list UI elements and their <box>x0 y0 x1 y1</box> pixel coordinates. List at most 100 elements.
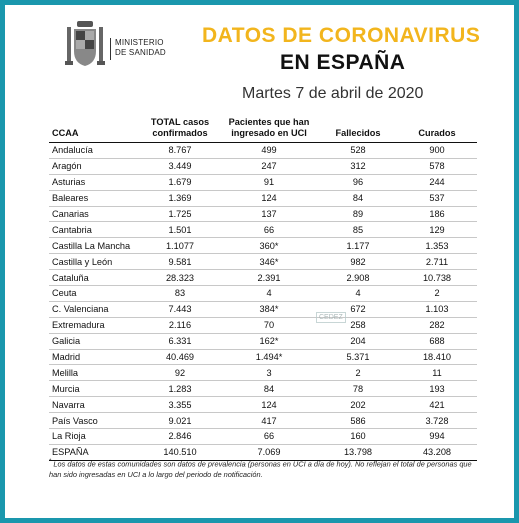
value-cell: 282 <box>397 317 477 334</box>
value-cell: 1.369 <box>141 190 219 207</box>
table-row: Navarra 3.355 124 202 421 <box>49 396 477 414</box>
region-cell: Asturias <box>49 174 141 191</box>
cases-table: CCAA TOTAL casos confirmados Pacientes q… <box>49 117 477 461</box>
table-row: Baleares 1.369 124 84 537 <box>49 190 477 207</box>
value-cell: 2.391 <box>219 269 319 287</box>
value-cell: 9.581 <box>141 253 219 271</box>
column-header: Fallecidos <box>319 117 397 143</box>
value-cell: 96 <box>319 174 397 191</box>
table-row: Ceuta 83 4 4 2 <box>49 285 477 302</box>
value-cell: 3.449 <box>141 158 219 175</box>
value-cell: 1.494* <box>219 349 319 366</box>
column-header: TOTAL casos confirmados <box>141 117 219 143</box>
value-cell: 129 <box>397 221 477 239</box>
value-cell: 537 <box>397 190 477 207</box>
table-row: Melilla 92 3 2 11 <box>49 364 477 382</box>
table-row: La Rioja 2.846 66 160 994 <box>49 428 477 445</box>
table-header-row: CCAA TOTAL casos confirmados Pacientes q… <box>49 117 477 143</box>
value-cell: 499 <box>219 142 319 159</box>
table-total-row: ESPAÑA 140.510 7.069 13.798 43.208 <box>49 443 477 461</box>
column-header: Pacientes que han ingresado en UCI <box>219 117 319 143</box>
value-cell: 8.767 <box>141 142 219 159</box>
value-cell: 18.410 <box>397 349 477 366</box>
value-cell: 78 <box>319 380 397 398</box>
value-cell: 900 <box>397 142 477 159</box>
table-row: Andalucía 8.767 499 528 900 <box>49 142 477 159</box>
value-cell: 2 <box>319 364 397 382</box>
table-row: Extremadura 2.116 70 258 282 <box>49 317 477 334</box>
region-cell: Baleares <box>49 190 141 207</box>
table-row: Castilla La Mancha 1.1077 360* 1.177 1.353 <box>49 237 477 255</box>
value-cell: 421 <box>397 396 477 414</box>
value-cell: 2.846 <box>141 428 219 445</box>
value-cell: 162* <box>219 333 319 350</box>
value-cell: 70 <box>219 317 319 334</box>
value-cell: 92 <box>141 364 219 382</box>
table-row: Cantabria 1.501 66 85 129 <box>49 221 477 239</box>
ministry-line-1: MINISTERIO <box>115 38 164 47</box>
value-cell: 982 <box>319 253 397 271</box>
value-cell: 1.1077 <box>141 237 219 255</box>
value-cell: 40.469 <box>141 349 219 366</box>
value-cell: 10.738 <box>397 269 477 287</box>
value-cell: 13.798 <box>319 443 397 461</box>
region-cell: Castilla y León <box>49 253 141 271</box>
table-row: C. Valenciana 7.443 384* 672 1.103 <box>49 301 477 318</box>
title-line-2: EN ESPAÑA <box>280 51 406 74</box>
ministry-line-2: DE SANIDAD <box>115 48 166 57</box>
region-cell: Canarias <box>49 206 141 223</box>
value-cell: 66 <box>219 428 319 445</box>
value-cell: 202 <box>319 396 397 414</box>
value-cell: 384* <box>219 301 319 318</box>
region-cell: Galicia <box>49 333 141 350</box>
value-cell: 994 <box>397 428 477 445</box>
value-cell: 1.501 <box>141 221 219 239</box>
region-cell: País Vasco <box>49 412 141 430</box>
table-row: Cataluña 28.323 2.391 2.908 10.738 <box>49 269 477 287</box>
value-cell: 186 <box>397 206 477 223</box>
region-cell: Extremadura <box>49 317 141 334</box>
value-cell: 3 <box>219 364 319 382</box>
value-cell: 1.679 <box>141 174 219 191</box>
value-cell: 84 <box>319 190 397 207</box>
value-cell: 140.510 <box>141 443 219 461</box>
value-cell: 4 <box>319 285 397 302</box>
region-cell: Ceuta <box>49 285 141 302</box>
table-row: Canarias 1.725 137 89 186 <box>49 206 477 223</box>
value-cell: 2.116 <box>141 317 219 334</box>
value-cell: 360* <box>219 237 319 255</box>
value-cell: 7.069 <box>219 443 319 461</box>
column-header: Curados <box>397 117 477 143</box>
table-row: Murcia 1.283 84 78 193 <box>49 380 477 398</box>
value-cell: 160 <box>319 428 397 445</box>
table-row: Asturias 1.679 91 96 244 <box>49 174 477 191</box>
table-row: País Vasco 9.021 417 586 3.728 <box>49 412 477 430</box>
value-cell: 28.323 <box>141 269 219 287</box>
value-cell: 91 <box>219 174 319 191</box>
value-cell: 586 <box>319 412 397 430</box>
value-cell: 83 <box>141 285 219 302</box>
value-cell: 1.103 <box>397 301 477 318</box>
region-cell: Cantabria <box>49 221 141 239</box>
value-cell: 1.177 <box>319 237 397 255</box>
title-line-1: DATOS DE CORONAVIRUS <box>202 24 481 47</box>
value-cell: 124 <box>219 396 319 414</box>
value-cell: 1.283 <box>141 380 219 398</box>
value-cell: 244 <box>397 174 477 191</box>
region-cell: ESPAÑA <box>49 443 141 461</box>
region-cell: Castilla La Mancha <box>49 237 141 255</box>
value-cell: 258 <box>319 317 397 334</box>
value-cell: 688 <box>397 333 477 350</box>
value-cell: 43.208 <box>397 443 477 461</box>
value-cell: 417 <box>219 412 319 430</box>
value-cell: 193 <box>397 380 477 398</box>
watermark: CEDEZ <box>316 312 346 323</box>
value-cell: 137 <box>219 206 319 223</box>
column-header: CCAA <box>49 117 141 143</box>
value-cell: 2 <box>397 285 477 302</box>
table-row: Castilla y León 9.581 346* 982 2.711 <box>49 253 477 271</box>
region-cell: Madrid <box>49 349 141 366</box>
footnote: * Los datos de estas comunidades son dat… <box>49 457 479 480</box>
region-cell: Andalucía <box>49 142 141 159</box>
region-cell: Melilla <box>49 364 141 382</box>
